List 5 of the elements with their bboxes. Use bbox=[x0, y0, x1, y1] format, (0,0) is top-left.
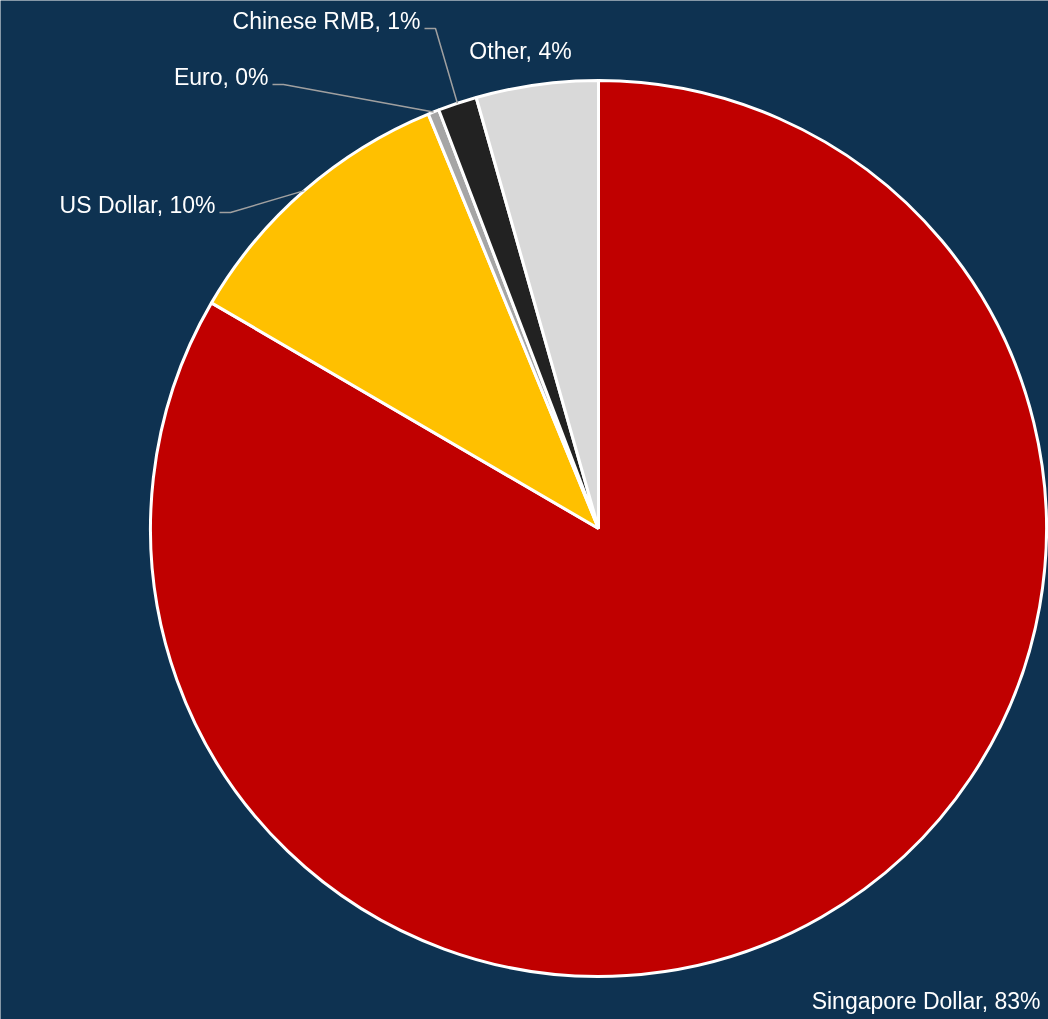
slice-label: Singapore Dollar, 83% bbox=[811, 987, 1041, 1014]
slice-label: Chinese RMB, 1% bbox=[232, 7, 421, 34]
slice-label: US Dollar, 10% bbox=[59, 191, 216, 218]
slice-label: Other, 4% bbox=[469, 37, 572, 64]
slice-label: Euro, 0% bbox=[173, 63, 269, 90]
